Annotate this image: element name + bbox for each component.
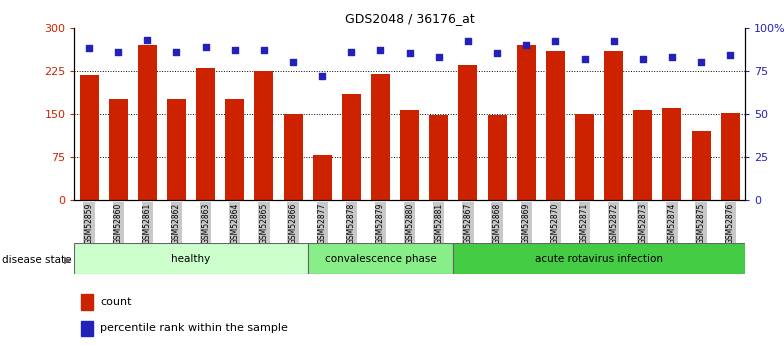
Text: percentile rank within the sample: percentile rank within the sample xyxy=(100,323,288,333)
Bar xyxy=(82,294,93,309)
Text: healthy: healthy xyxy=(172,254,211,264)
Point xyxy=(141,37,154,42)
Point xyxy=(287,59,299,65)
Bar xyxy=(109,99,128,200)
Bar xyxy=(430,115,448,200)
Bar xyxy=(720,113,739,200)
Bar xyxy=(342,94,361,200)
Point xyxy=(258,47,270,53)
Bar xyxy=(604,51,623,200)
Text: convalescence phase: convalescence phase xyxy=(325,254,437,264)
Point xyxy=(520,42,532,48)
Bar xyxy=(517,45,535,200)
FancyBboxPatch shape xyxy=(307,243,453,274)
Bar xyxy=(167,99,186,200)
Point xyxy=(228,47,241,53)
Point xyxy=(345,49,358,55)
Bar xyxy=(662,108,681,200)
Point xyxy=(637,56,649,61)
Bar xyxy=(138,45,157,200)
Point xyxy=(491,51,503,56)
Point xyxy=(724,52,736,58)
Text: acute rotavirus infection: acute rotavirus infection xyxy=(535,254,663,264)
Bar xyxy=(459,65,477,200)
Point xyxy=(579,56,591,61)
Point xyxy=(549,39,561,44)
FancyBboxPatch shape xyxy=(453,243,745,274)
Point xyxy=(316,73,328,79)
Title: GDS2048 / 36176_at: GDS2048 / 36176_at xyxy=(345,12,474,25)
Point xyxy=(170,49,183,55)
Bar xyxy=(575,114,594,200)
Point xyxy=(608,39,620,44)
Bar xyxy=(546,51,564,200)
Bar xyxy=(488,115,506,200)
Bar xyxy=(80,75,99,200)
Bar xyxy=(400,110,419,200)
Point xyxy=(666,54,678,60)
Bar xyxy=(255,71,274,200)
Point xyxy=(199,44,212,49)
Text: ▶: ▶ xyxy=(64,255,72,265)
Text: disease state: disease state xyxy=(2,255,71,265)
Point xyxy=(112,49,125,55)
Text: count: count xyxy=(100,297,132,307)
Point xyxy=(462,39,474,44)
Point xyxy=(695,59,707,65)
Bar xyxy=(313,155,332,200)
Point xyxy=(433,54,445,60)
Bar xyxy=(371,73,390,200)
Bar xyxy=(284,114,303,200)
Point xyxy=(83,46,96,51)
Bar xyxy=(225,99,245,200)
Bar xyxy=(633,110,652,200)
Bar xyxy=(196,68,215,200)
FancyBboxPatch shape xyxy=(74,243,307,274)
Point xyxy=(374,47,387,53)
Bar xyxy=(82,321,93,336)
Bar xyxy=(691,131,710,200)
Point xyxy=(403,51,416,56)
